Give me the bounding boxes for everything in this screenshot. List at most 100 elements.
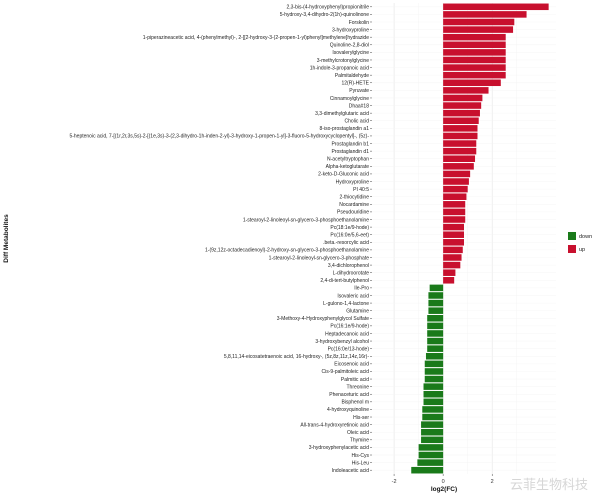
category-label: Threonine bbox=[346, 384, 369, 390]
category-label: Prostaglandin d1 bbox=[331, 149, 369, 155]
x-tick-label: 2 bbox=[491, 479, 494, 485]
bar-up bbox=[443, 94, 483, 102]
bar-up bbox=[443, 125, 478, 132]
bar-up bbox=[443, 170, 471, 178]
category-label: 3,4-dichlorophenol bbox=[328, 263, 369, 269]
category-label: Thymine bbox=[350, 438, 369, 444]
bar-up bbox=[443, 132, 478, 140]
category-label: 5-hydroxy-3,4-dihydro-2(1h)-quinolinone bbox=[280, 12, 369, 18]
category-label: 2-thiocytidine bbox=[340, 195, 370, 201]
bar-up bbox=[443, 223, 464, 231]
bar-down bbox=[428, 307, 444, 314]
category-label: Eicosenoic acid bbox=[334, 362, 369, 368]
x-tick-label: -2 bbox=[392, 479, 397, 485]
category-label: Pc(16:0e/5,6-eet) bbox=[330, 233, 369, 239]
legend-swatch-down bbox=[568, 232, 576, 240]
category-label: Pc(16:1e/9-hode) bbox=[330, 324, 369, 330]
bar-up bbox=[443, 185, 468, 193]
bar-up bbox=[443, 254, 462, 261]
category-label: Oleic acid bbox=[347, 430, 369, 436]
category-label: 2,4-di-tert-butylphenol bbox=[320, 278, 369, 284]
category-label: Phenaceturic acid bbox=[329, 392, 369, 398]
bar-down bbox=[411, 466, 444, 474]
bar-up bbox=[443, 79, 501, 87]
category-label: 1-stearoyl-2-linoleoyl-sn-glycero-3-phos… bbox=[243, 217, 369, 223]
category-label: Quinoline-2,8-diol bbox=[330, 43, 369, 49]
category-label: 1-stearoyl-2-linoleoyl-sn-glycero-3-phos… bbox=[269, 255, 370, 261]
bar-up bbox=[443, 269, 456, 276]
category-label: 5,8,11,14-eicosatetraenoic acid, 16-hydr… bbox=[224, 354, 370, 360]
category-label: Cholic acid bbox=[345, 119, 370, 125]
category-label: His-Cys bbox=[352, 453, 370, 459]
category-label: 1h-indole-3-propanoic acid bbox=[310, 65, 369, 71]
category-label: L-dihydroorotate bbox=[333, 270, 370, 276]
watermark-text: 云菲生物科技 bbox=[510, 477, 588, 492]
category-label: Cinnamoylglycine bbox=[330, 96, 369, 102]
category-label: Pyruvate bbox=[349, 88, 369, 94]
bar-down bbox=[427, 345, 444, 352]
bar-down bbox=[429, 284, 444, 292]
category-label: Cis-9-palmitoleic acid bbox=[321, 369, 369, 375]
bar-up bbox=[443, 71, 506, 79]
category-label: Alpha-ketoglutarate bbox=[326, 164, 370, 170]
category-label: 12(R)-HETE bbox=[341, 81, 369, 87]
category-label: Ile-Pro bbox=[354, 286, 369, 292]
bar-down bbox=[424, 368, 444, 375]
category-label: 3-hydroxybenzyl alcohol bbox=[315, 339, 369, 345]
bar-down bbox=[423, 390, 444, 398]
category-label: 5-heptenoic acid, 7-[(1r,2r,3s,5s)-2-[(1… bbox=[69, 134, 369, 140]
bar-down bbox=[422, 413, 444, 421]
category-label: 3,3-dimethylglutaric acid bbox=[315, 111, 369, 117]
category-label: His-ser bbox=[353, 415, 369, 421]
category-label: 2,3-bis-(4-hydroxyphenyl)propionitrile bbox=[286, 5, 369, 11]
legend-swatch-up bbox=[568, 245, 576, 253]
category-label: 4-hydroxyquinoline bbox=[327, 407, 369, 413]
bar-down bbox=[427, 337, 444, 345]
category-label: Prostaglandin b1 bbox=[331, 141, 369, 147]
category-label: Palmitaldehyde bbox=[335, 73, 369, 79]
bar-up bbox=[443, 11, 527, 18]
bar-up bbox=[443, 87, 489, 94]
bar-up bbox=[443, 216, 466, 223]
bar-up bbox=[443, 140, 477, 147]
category-label: N-acetyltryptophan bbox=[327, 157, 369, 163]
category-label: Nocardamine bbox=[339, 202, 369, 208]
category-label: Palmitic acid bbox=[341, 377, 369, 383]
category-label: Heptadecanoic acid bbox=[325, 331, 369, 337]
bar-up bbox=[443, 117, 479, 125]
bar-down bbox=[423, 398, 444, 406]
category-label: PI 40:5 bbox=[353, 187, 369, 193]
bar-up bbox=[443, 41, 506, 49]
bar-up bbox=[443, 246, 463, 254]
bar-down bbox=[421, 428, 444, 436]
bar-down bbox=[423, 383, 444, 390]
bar-down bbox=[427, 330, 444, 337]
bar-down bbox=[422, 406, 444, 413]
bar-up bbox=[443, 147, 477, 155]
bar-down bbox=[427, 322, 444, 330]
category-label: Pc(16:0e/13-hode) bbox=[328, 346, 370, 352]
bar-up bbox=[443, 231, 464, 238]
bar-up bbox=[443, 155, 476, 163]
category-label: Bisphenol m bbox=[341, 400, 369, 406]
category-label: Isovalerylglycine bbox=[332, 50, 369, 56]
category-label: L-gulono-1,4-lactone bbox=[323, 301, 369, 307]
bar-down bbox=[424, 360, 444, 368]
category-label: Pseudouridine bbox=[337, 210, 369, 216]
category-label: Hydroxyproline bbox=[336, 179, 370, 185]
category-label: Glutamine bbox=[346, 308, 369, 314]
category-label: Dhaa#18 bbox=[349, 103, 370, 109]
bar-up bbox=[443, 64, 506, 71]
category-label: 3-Methoxy-4-Hydroxyphenylglycol Sulfate bbox=[277, 316, 369, 322]
y-axis-label: Diff Metabolites bbox=[3, 214, 10, 263]
category-label: 2-keto-D-Gluconic acid bbox=[318, 172, 369, 178]
bar-down bbox=[418, 444, 444, 451]
bar-down bbox=[428, 292, 444, 299]
bar-down bbox=[425, 352, 444, 360]
x-tick-label: 0 bbox=[442, 479, 445, 485]
bar-down bbox=[424, 375, 444, 383]
category-label: 8-iso-prostaglandin a1 bbox=[320, 126, 370, 132]
category-label: Isovaleric acid bbox=[337, 293, 369, 299]
